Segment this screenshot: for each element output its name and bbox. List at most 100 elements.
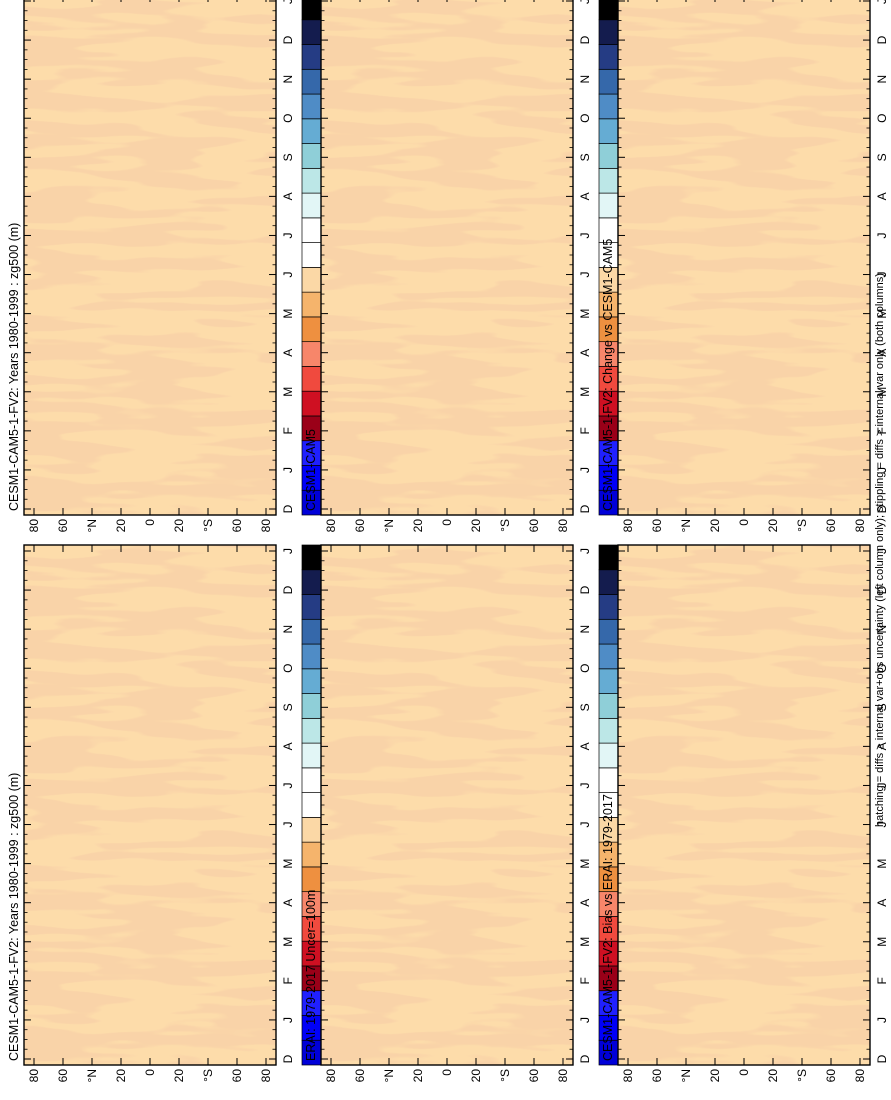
y-tick-label: 20 [469,1069,483,1083]
x-tick-label: A [875,742,889,750]
x-tick-label: N [875,75,889,84]
x-tick-label: M [578,309,592,319]
x-tick-label: D [578,585,592,594]
map-panel-1: CESM1-CAM5-1-FV2: Years 1980-1999 : zg50… [7,544,342,1083]
x-tick-label: F [875,977,889,984]
x-tick-label: F [578,977,592,984]
x-tick-label: J [281,232,295,238]
y-tick-label: °N [85,1069,99,1082]
x-tick-label: D [578,1054,592,1063]
x-tick-label: D [875,35,889,44]
x-tick-label: F [578,427,592,434]
field-streaks [618,0,870,515]
x-tick-label: F [281,427,295,434]
y-tick-label: 60 [230,1069,244,1083]
x-tick-label: J [578,467,592,473]
x-tick-label: D [281,1054,295,1063]
x-tick-label: O [281,114,295,123]
panel-title: CESM1-CAM5-1-FV2: Change vs CESM1-CAM5 [601,239,615,511]
y-tick-label: 20 [708,519,722,533]
y-tick-label: 60 [56,519,70,533]
x-tick-label: J [578,782,592,788]
x-tick-label: J [281,272,295,278]
y-tick-label: 80 [259,519,273,533]
y-tick-label: 60 [527,519,541,533]
x-tick-label: A [875,349,889,357]
y-tick-label: °N [679,1069,693,1082]
x-tick-label: S [281,153,295,161]
x-tick-label: J [875,548,889,554]
x-tick-label: N [281,625,295,634]
panel-title: ERAI: 1979-2017 Uncer=100m [304,890,318,1061]
x-tick-label: D [875,1054,889,1063]
x-tick-label: J [281,1017,295,1023]
y-tick-label: 60 [650,519,664,533]
x-tick-label: J [875,822,889,828]
x-tick-label: J [875,782,889,788]
x-tick-label: O [875,114,889,123]
panel-title: CESM1-CAM5-1-FV2: Years 1980-1999 : zg50… [7,223,21,511]
x-tick-label: A [578,349,592,357]
x-tick-label: A [578,742,592,750]
x-tick-label: J [281,782,295,788]
y-tick-label: 20 [469,519,483,533]
y-tick-label: 60 [230,519,244,533]
x-tick-label: J [578,272,592,278]
x-tick-label: O [578,114,592,123]
y-tick-label: 20 [708,1069,722,1083]
x-tick-label: M [578,859,592,869]
y-tick-label: 0 [440,1069,454,1076]
x-tick-label: D [875,504,889,513]
x-tick-label: M [281,937,295,947]
y-tick-label: °N [382,1069,396,1082]
x-tick-label: J [875,272,889,278]
x-tick-label: M [281,309,295,319]
x-tick-label: M [281,859,295,869]
x-tick-label: A [578,899,592,907]
y-tick-label: 80 [853,1069,867,1083]
x-tick-label: N [875,625,889,634]
x-tick-label: F [281,977,295,984]
x-tick-label: D [281,504,295,513]
y-tick-label: 20 [114,1069,128,1083]
x-tick-label: S [578,153,592,161]
x-tick-label: A [281,349,295,357]
panel-title: CESM1-CAM5-1-FV2: Years 1980-1999 : zg50… [7,773,21,1061]
x-tick-label: M [281,387,295,397]
y-tick-label: °N [679,519,693,532]
x-tick-label: N [578,625,592,634]
map-panel-6: CESM1-CAM5-1-FV2: Change vs CESM1-CAM5 D J… [601,0,889,533]
x-tick-label: M [875,309,889,319]
field-streaks [24,0,276,515]
x-tick-label: J [578,548,592,554]
x-tick-label: D [281,585,295,594]
x-tick-label: M [875,387,889,397]
y-tick-label: 60 [56,1069,70,1083]
y-tick-label: °S [201,519,215,532]
map-panel-5: CESM1-CAM5-1-FV2: Bias vs ERAI: 1979-201… [601,544,889,1083]
x-tick-label: O [875,664,889,673]
field-streaks [321,0,573,515]
y-tick-label: °N [382,519,396,532]
y-tick-label: °S [795,519,809,532]
x-tick-label: J [281,0,295,4]
x-tick-label: S [875,153,889,161]
field-streaks [24,545,276,1065]
y-tick-label: 20 [172,1069,186,1083]
x-tick-label: M [875,937,889,947]
x-tick-label: D [875,585,889,594]
x-tick-label: M [578,387,592,397]
y-tick-label: 80 [259,1069,273,1083]
panel-title: CESM1-CAM5-1-FV2: Bias vs ERAI: 1979-201… [601,794,615,1061]
x-tick-label: A [875,192,889,200]
panel-title: CESM1-CAM5 [304,429,318,511]
y-tick-label: 20 [172,519,186,533]
map-panel-3: ERAI: 1979-2017 Uncer=100m D J F M A M J J A S O N D J… [304,544,639,1083]
y-tick-label: °S [201,1069,215,1082]
x-tick-label: A [578,192,592,200]
y-tick-label: 0 [143,519,157,526]
y-tick-label: 80 [621,519,635,533]
x-tick-label: J [875,0,889,4]
x-tick-label: S [578,703,592,711]
y-tick-label: 0 [143,1069,157,1076]
